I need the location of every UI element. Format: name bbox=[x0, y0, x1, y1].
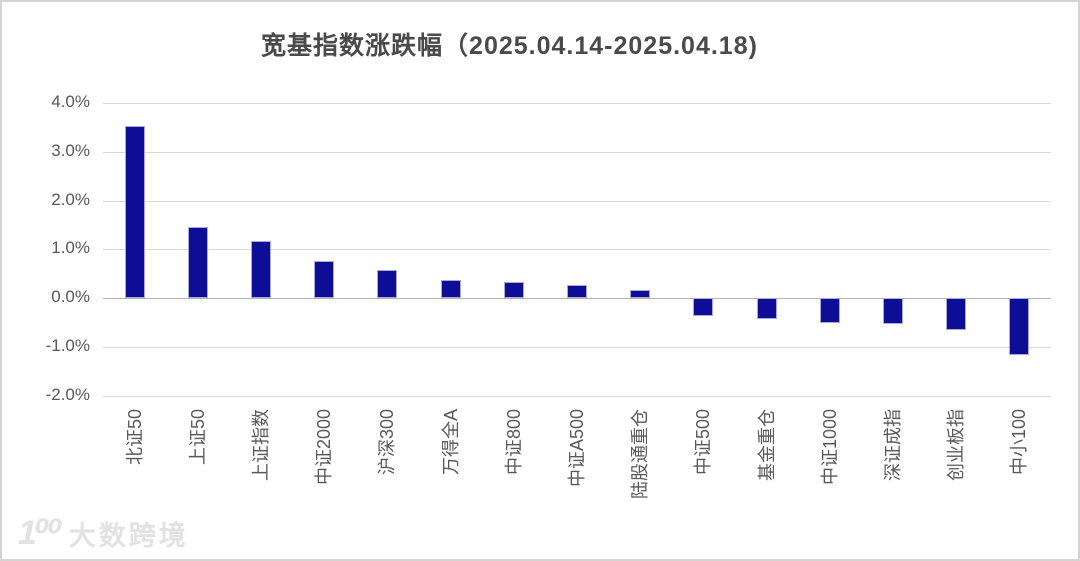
bar-中证800 bbox=[503, 281, 524, 298]
y-axis-tick-label: 1.0% bbox=[51, 238, 90, 258]
x-axis-category-label: 上证50 bbox=[187, 409, 208, 466]
x-axis-category-label: 北证50 bbox=[124, 409, 145, 466]
bar-万得全A bbox=[440, 279, 461, 298]
bar-上证指数 bbox=[251, 241, 271, 298]
x-axis-category-label: 中小100 bbox=[1009, 409, 1030, 476]
x-axis-category-label: 中证1000 bbox=[819, 409, 840, 486]
bar-深证成指 bbox=[883, 298, 903, 324]
bar-沪深300 bbox=[377, 269, 398, 298]
y-axis-tick-label: -1.0% bbox=[45, 335, 90, 355]
gridline bbox=[103, 200, 1051, 202]
bar-创业板指 bbox=[946, 298, 967, 330]
x-axis-category-label: 中证2000 bbox=[314, 409, 335, 486]
gridline bbox=[103, 103, 1051, 104]
gridline bbox=[103, 249, 1051, 251]
y-axis-tick-label: 4.0% bbox=[51, 92, 90, 111]
x-axis-category-label: 上证指数 bbox=[251, 409, 271, 481]
bar-中证A500 bbox=[567, 284, 587, 298]
x-axis-category-label: 沪深300 bbox=[377, 409, 398, 476]
x-axis-category-label: 陆股通重仓 bbox=[630, 409, 651, 499]
x-axis-category-label: 中证800 bbox=[503, 409, 524, 476]
bar-陆股通重仓 bbox=[630, 289, 651, 298]
bar-中证2000 bbox=[314, 261, 335, 298]
y-axis-tick-label: 0.0% bbox=[51, 287, 90, 306]
y-axis-tick-label: 3.0% bbox=[51, 140, 90, 160]
gridline bbox=[103, 151, 1051, 153]
x-axis-category-label: 深证成指 bbox=[883, 409, 903, 481]
y-axis-tick-label: 2.0% bbox=[51, 189, 90, 209]
x-axis-category-label: 中证A500 bbox=[567, 409, 587, 488]
zero-axis-line bbox=[103, 298, 1051, 299]
gridline bbox=[103, 346, 1051, 348]
chart-title: 宽基指数涨跌幅（2025.04.14-2025.04.18) bbox=[261, 32, 758, 60]
x-axis-category-label: 中证500 bbox=[693, 409, 714, 476]
bar-上证50 bbox=[187, 226, 208, 298]
gridline bbox=[103, 395, 1051, 397]
x-axis-category-label: 万得全A bbox=[440, 409, 461, 476]
watermark-text: 大数跨境 bbox=[68, 520, 189, 551]
bar-基金重仓 bbox=[756, 298, 777, 319]
bar-北证50 bbox=[124, 126, 145, 298]
bar-中证500 bbox=[693, 298, 714, 316]
x-axis-category-label: 创业板指 bbox=[946, 409, 967, 481]
bar-中证1000 bbox=[819, 298, 840, 323]
watermark-logo-icon: 1⁰⁰ bbox=[18, 514, 63, 552]
watermark: 1⁰⁰ 大数跨境 bbox=[18, 513, 189, 553]
bar-中小100 bbox=[1009, 298, 1030, 355]
x-axis-category-label: 基金重仓 bbox=[756, 409, 777, 481]
y-axis-tick-label: -2.0% bbox=[45, 384, 90, 404]
